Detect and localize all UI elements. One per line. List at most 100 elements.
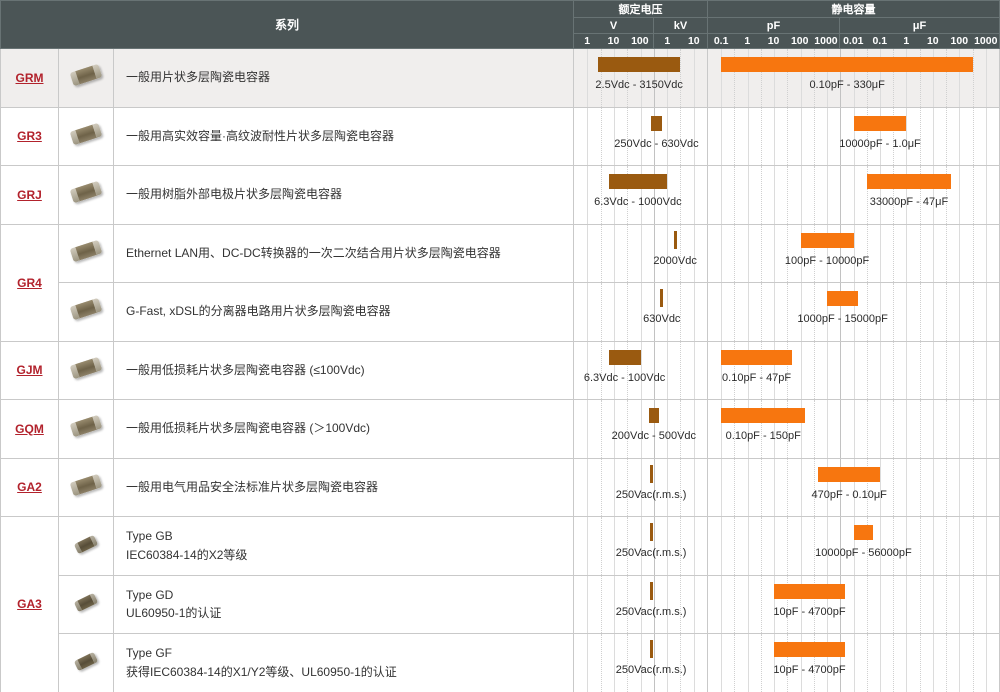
decade-gridline [693,224,695,282]
decade-gridline [879,575,881,633]
series-description: 一般用电气用品安全法标准片状多层陶瓷电容器 [112,457,575,517]
capacitance-range-bar [827,291,859,306]
table-row-ga3-type-gb: GA3 Type GB IEC60384-14的X2等级 250Vac(r.m.s… [0,516,1000,692]
decade-gridline [879,341,881,399]
decade-gridline [721,634,723,692]
voltage-range-label: 6.3Vdc - 100Vdc [583,371,666,384]
decade-gridline [613,107,615,165]
half-decade-gridline [787,634,789,692]
voltage-range-bar [597,57,681,72]
half-decade-gridline [787,517,789,575]
capacitance-range-chart: 10000pF - 1.0μF [707,106,1000,166]
decade-gridline [932,400,934,458]
half-decade-gridline [866,283,868,341]
unit-boundary-line [840,517,842,575]
half-decade-gridline [760,634,762,692]
decade-gridline [774,224,776,282]
series-link-ga3[interactable]: GA3 [17,597,42,612]
decade-gridline [932,341,934,399]
decade-gridline [906,224,908,282]
half-decade-gridline [627,49,629,107]
type-label: Type GB [126,529,173,544]
capacitance-range-bar [721,408,806,423]
half-decade-gridline [893,517,895,575]
decade-gridline [693,400,695,458]
half-decade-gridline [787,49,789,107]
capacitor-photo [73,592,99,613]
unit-boundary-line [653,49,655,107]
decade-gridline [667,49,669,107]
picofarad-unit-header: pF [707,17,841,34]
picofarad-scale: 0.1 1 10 100 1000 [707,33,841,49]
tick-label: 1000 [974,35,998,47]
half-decade-gridline [600,575,602,633]
half-decade-gridline [919,166,921,224]
kilovolt-scale: 1 10 [653,33,709,49]
capacitance-range-label: 33000pF - 47μF [869,196,949,208]
decade-gridline [959,341,961,399]
half-decade-gridline [787,224,789,282]
series-link-gqm[interactable]: GQM [15,421,44,436]
decade-gridline [853,575,855,633]
decade-gridline [747,224,749,282]
decade-gridline [827,400,829,458]
decade-gridline [721,166,723,224]
series-cell: GR4 [0,223,59,342]
decade-gridline [853,634,855,692]
half-decade-gridline [946,166,948,224]
capacitance-range-chart: 1000pF - 15000pF [707,282,1000,342]
capacitance-range-chart: 0.10pF - 47pF [707,340,1000,400]
decade-gridline [906,634,908,692]
capacitance-range-bar [867,174,951,189]
voltage-range-chart: 250Vac(r.m.s.) [573,633,709,692]
half-decade-gridline [734,107,736,165]
decade-gridline [721,400,723,458]
half-decade-gridline [680,49,682,107]
decade-gridline [747,283,749,341]
decade-gridline [932,575,934,633]
half-decade-gridline [627,458,629,516]
series-link-gr3[interactable]: GR3 [17,129,42,144]
series-link-grj[interactable]: GRJ [17,187,42,202]
decade-gridline [853,400,855,458]
decade-gridline [800,517,802,575]
capacitance-range-chart: 100pF - 10000pF [707,223,1000,283]
unit-boundary-line [653,575,655,633]
half-decade-gridline [734,166,736,224]
voltage-range-bar [649,523,653,541]
series-link-grm[interactable]: GRM [15,70,44,85]
decade-gridline [853,341,855,399]
decade-gridline [640,107,642,165]
decade-gridline [721,107,723,165]
series-link-gr4[interactable]: GR4 [17,275,42,290]
capacitance-range-chart: 470pF - 0.10μF [707,457,1000,517]
decade-gridline [853,517,855,575]
decade-gridline [587,341,589,399]
table-row-gr3: GR3 一般用高实效容量·高纹波耐性片状多层陶瓷电容器 250Vdc - 630… [0,106,1000,166]
half-decade-gridline [813,517,815,575]
voltage-range-bar [649,640,653,658]
decade-gridline [587,400,589,458]
capacitance-range-chart: 33000pF - 47μF [707,165,1000,225]
half-decade-gridline [760,575,762,633]
decade-gridline [906,49,908,107]
decade-gridline [985,634,987,692]
half-decade-gridline [972,400,974,458]
series-cell: GA2 [0,457,59,517]
decade-gridline [721,575,723,633]
decade-gridline [800,458,802,516]
tick-label: 0.1 [713,35,729,47]
half-decade-gridline [734,400,736,458]
half-decade-gridline [972,634,974,692]
half-decade-gridline [972,224,974,282]
voltage-range-bar [651,115,662,131]
decade-gridline [827,341,829,399]
series-link-gjm[interactable]: GJM [16,363,43,378]
half-decade-gridline [919,400,921,458]
tick-label: 100 [790,35,809,47]
series-link-ga2[interactable]: GA2 [17,480,42,495]
decade-gridline [879,107,881,165]
half-decade-gridline [946,458,948,516]
half-decade-gridline [893,575,895,633]
decade-gridline [667,634,669,692]
